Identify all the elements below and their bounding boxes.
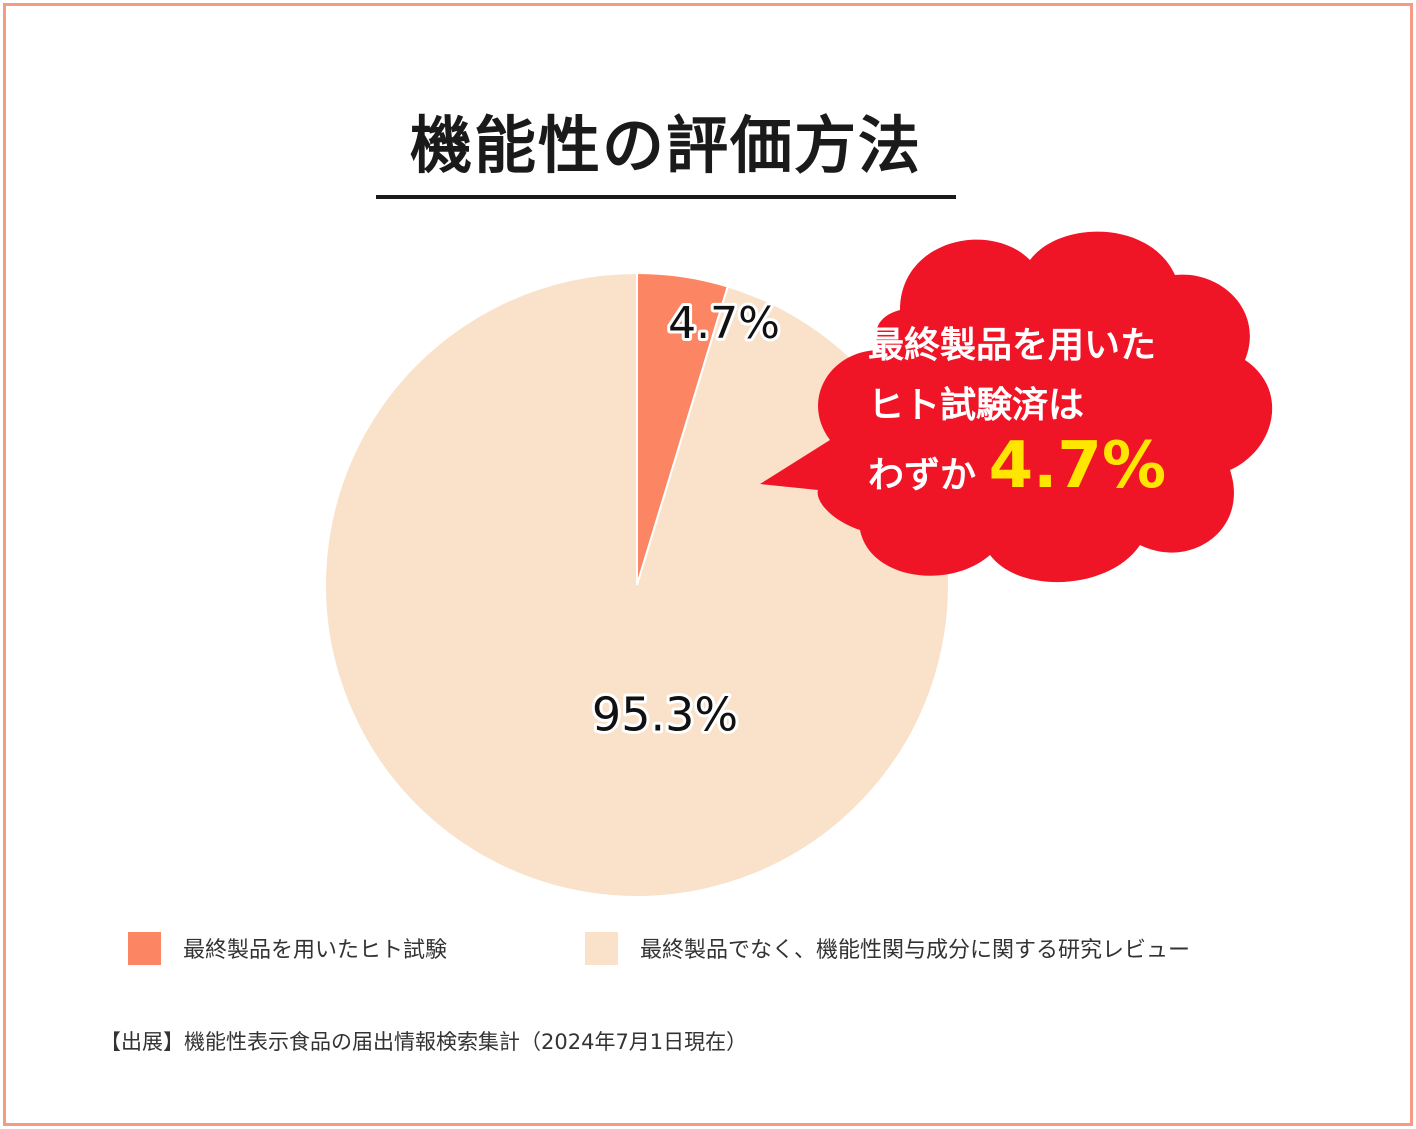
- legend-swatch-human-trial: [128, 931, 161, 965]
- pie-slices: [324, 271, 950, 898]
- callout-cloud-shape: [760, 231, 1273, 583]
- callout-bubble: [760, 231, 1273, 583]
- legend-label-research-review: 最終製品でなく、機能性関与成分に関する研究レビュー: [640, 938, 1191, 963]
- callout-text: 最終製品を用いた ヒト試験済は わずか 4.7%: [868, 316, 1248, 506]
- callout-value: 4.7%: [988, 429, 1167, 503]
- legend-swatch-research-review: [585, 931, 618, 965]
- callout-line-3: わずか 4.7%: [868, 434, 1248, 506]
- callout-line-2: ヒト試験済は: [868, 385, 1085, 426]
- callout-line-1: 最終製品を用いた: [868, 325, 1157, 366]
- outer-frame: [3, 3, 1413, 1126]
- legend-label-human-trial: 最終製品を用いたヒト試験: [183, 938, 448, 963]
- pie-label-human-trial: 4.7%: [668, 298, 780, 349]
- legend-item-human-trial: 最終製品を用いたヒト試験: [128, 930, 447, 966]
- source-note: 【出展】機能性表示食品の届出情報検索集計（2024年7月1日現在）: [100, 1030, 748, 1054]
- title-underline: [376, 195, 956, 199]
- legend-item-research-review: 最終製品でなく、機能性関与成分に関する研究レビュー: [585, 930, 1190, 966]
- pie-labels: 4.7% 95.3%: [589, 295, 783, 745]
- pie-label-research-review: 95.3%: [592, 688, 738, 742]
- chart-title: 機能性の評価方法: [409, 109, 922, 182]
- callout-prefix: わずか: [868, 455, 977, 496]
